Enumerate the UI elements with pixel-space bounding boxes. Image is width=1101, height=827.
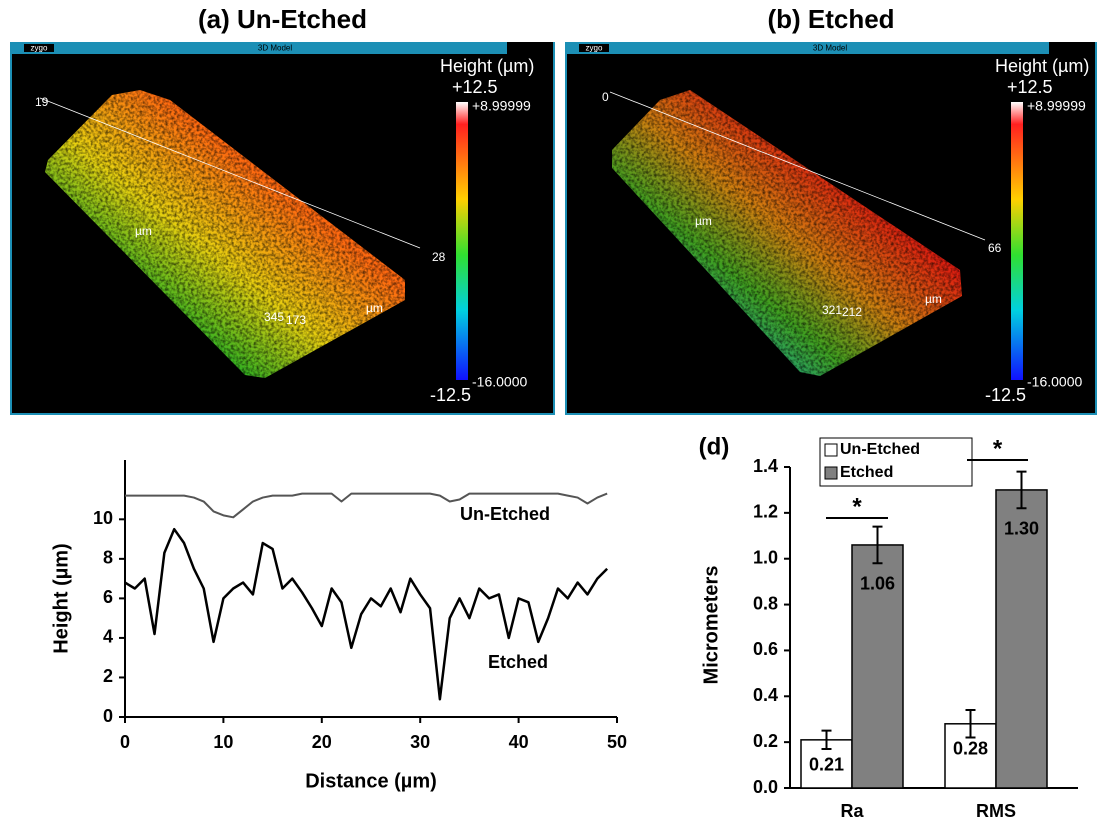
x-tick-label: 50: [607, 732, 627, 752]
colorbar-label: -12.5: [985, 385, 1026, 405]
y-tick-label: 0.6: [753, 639, 778, 659]
legend-swatch: [824, 466, 838, 480]
bar: [851, 544, 904, 789]
y-tick-label: 1.0: [753, 547, 778, 567]
colorbar: [456, 102, 468, 380]
axis-label: µm: [925, 292, 942, 306]
bar: [995, 489, 1048, 789]
value-label: 0.21: [809, 755, 844, 775]
series-line: [124, 527, 609, 701]
y-tick-label: 1.4: [753, 456, 778, 476]
window-title: 3D Model: [258, 44, 292, 53]
y-axis-title: Height (µm): [50, 543, 72, 653]
axis-label: µm: [366, 301, 383, 315]
series-label: Un-Etched: [460, 504, 550, 524]
colorbar-label: Height (µm): [440, 56, 534, 76]
value-label: 0.28: [953, 739, 988, 759]
colorbar: [1011, 102, 1023, 380]
logo-box: [579, 44, 609, 52]
panel-title: (a) Un-Etched: [198, 4, 367, 34]
x-tick-label: 40: [509, 732, 529, 752]
series-line: [125, 492, 608, 519]
logo: zygo: [31, 44, 48, 53]
axis-label: µm: [135, 224, 152, 238]
title-bar-end: [1049, 42, 1095, 54]
y-tick-label: 4: [103, 627, 113, 647]
colorbar-label: +12.5: [452, 77, 498, 97]
error-bar: [1016, 470, 1027, 510]
y-tick-label: 1.2: [753, 502, 778, 522]
y-tick-label: 2: [103, 666, 113, 686]
axis-label: 28: [432, 250, 446, 264]
axis-label: µm: [695, 214, 712, 228]
axis-label: 19: [35, 95, 49, 109]
profile-line: [39, 97, 421, 249]
logo: zygo: [586, 44, 603, 53]
surface-texture: [45, 90, 405, 378]
y-axis-title: Micrometers: [700, 566, 722, 685]
error-bar: [872, 525, 883, 565]
legend-box: [819, 437, 973, 487]
colorbar-label: -16.0000: [1027, 374, 1082, 390]
y-tick-label: 10: [93, 508, 113, 528]
x-tick-label: 0: [120, 732, 130, 752]
series-label: Etched: [488, 652, 548, 672]
surface-texture: [612, 90, 962, 376]
panel-title: (b) Etched: [767, 4, 894, 34]
colorbar-label: -16.0000: [472, 374, 527, 390]
x-tick-label: RMS: [976, 801, 1016, 821]
x-tick-label: 20: [312, 732, 332, 752]
x-tick-label: 10: [213, 732, 233, 752]
profile-line: [609, 91, 986, 241]
axis-label: 0: [602, 90, 609, 104]
axis-label: 173: [286, 313, 306, 327]
y-tick-label: 8: [103, 548, 113, 568]
y-tick-label: 0: [103, 706, 113, 726]
colorbar-label: -12.5: [430, 385, 471, 405]
y-tick-label: 0.4: [753, 685, 778, 705]
value-label: 1.06: [860, 574, 895, 594]
panel-label: (d): [699, 433, 730, 460]
x-tick-label: Ra: [840, 801, 864, 821]
y-tick-label: 0.8: [753, 593, 778, 613]
axis-label: 345: [264, 310, 284, 324]
legend-label: Un-Etched: [840, 441, 920, 458]
axis-label: 66: [988, 241, 1002, 255]
value-label: 1.30: [1004, 519, 1039, 539]
legend-label: Etched: [840, 464, 893, 481]
error-bar: [965, 709, 976, 739]
colorbar-label: +8.99999: [1027, 98, 1086, 114]
colorbar-label: Height (µm): [995, 56, 1089, 76]
colorbar-label: +8.99999: [472, 98, 531, 114]
axis-label: 212: [842, 305, 862, 319]
y-tick-label: 6: [103, 587, 113, 607]
axis-label: 321: [822, 303, 842, 317]
significance-mark: *: [852, 493, 862, 520]
legend-swatch: [824, 443, 838, 457]
title-bar-end: [507, 42, 553, 54]
window-title: 3D Model: [813, 44, 847, 53]
x-axis-title: Distance (µm): [305, 770, 437, 792]
logo-box: [24, 44, 54, 52]
y-tick-label: 0.0: [753, 777, 778, 797]
y-tick-label: 0.2: [753, 731, 778, 751]
x-tick-label: 30: [410, 732, 430, 752]
significance-mark: *: [993, 435, 1003, 462]
error-bar: [821, 729, 832, 751]
colorbar-label: +12.5: [1007, 77, 1053, 97]
